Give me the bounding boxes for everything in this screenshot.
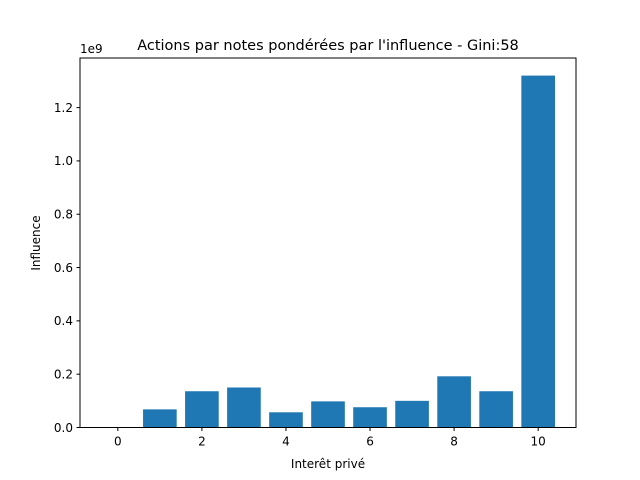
y-tick-label: 1.0 xyxy=(54,154,73,168)
y-tick-label: 0.2 xyxy=(54,367,73,381)
x-tick-label: 2 xyxy=(198,435,206,449)
y-tick-label: 1.2 xyxy=(54,101,73,115)
x-axis-label: Interêt privé xyxy=(291,457,365,471)
bar-6 xyxy=(353,407,387,428)
x-tick-label: 4 xyxy=(282,435,290,449)
x-tick-label: 0 xyxy=(114,435,122,449)
y-tick-label: 0.0 xyxy=(54,421,73,435)
bar-5 xyxy=(311,401,345,428)
y-tick-label: 0.8 xyxy=(54,208,73,222)
bar-10 xyxy=(521,75,555,428)
bar-9 xyxy=(479,391,513,428)
y-axis-offset-label: 1e9 xyxy=(80,42,103,56)
y-axis-label: Influence xyxy=(29,215,43,270)
bar-1 xyxy=(143,409,177,428)
bar-8 xyxy=(437,376,471,428)
y-tick-label: 0.4 xyxy=(54,314,73,328)
x-tick-label: 10 xyxy=(531,435,546,449)
y-ticks-group: 0.0 0.2 0.4 0.6 0.8 1.0 1.2 xyxy=(54,101,80,435)
bar-4 xyxy=(269,412,303,428)
chart-title: Actions par notes pondérées par l'influe… xyxy=(137,38,519,54)
bars-group xyxy=(143,75,555,428)
x-tick-label: 6 xyxy=(366,435,374,449)
plot-frame xyxy=(79,57,577,428)
x-tick-label: 8 xyxy=(450,435,458,449)
bar-2 xyxy=(185,391,219,428)
bar-7 xyxy=(395,400,429,428)
y-tick-label: 0.6 xyxy=(54,261,73,275)
x-ticks-group: 0 2 4 6 8 10 xyxy=(114,427,546,449)
bar-3 xyxy=(227,387,261,428)
